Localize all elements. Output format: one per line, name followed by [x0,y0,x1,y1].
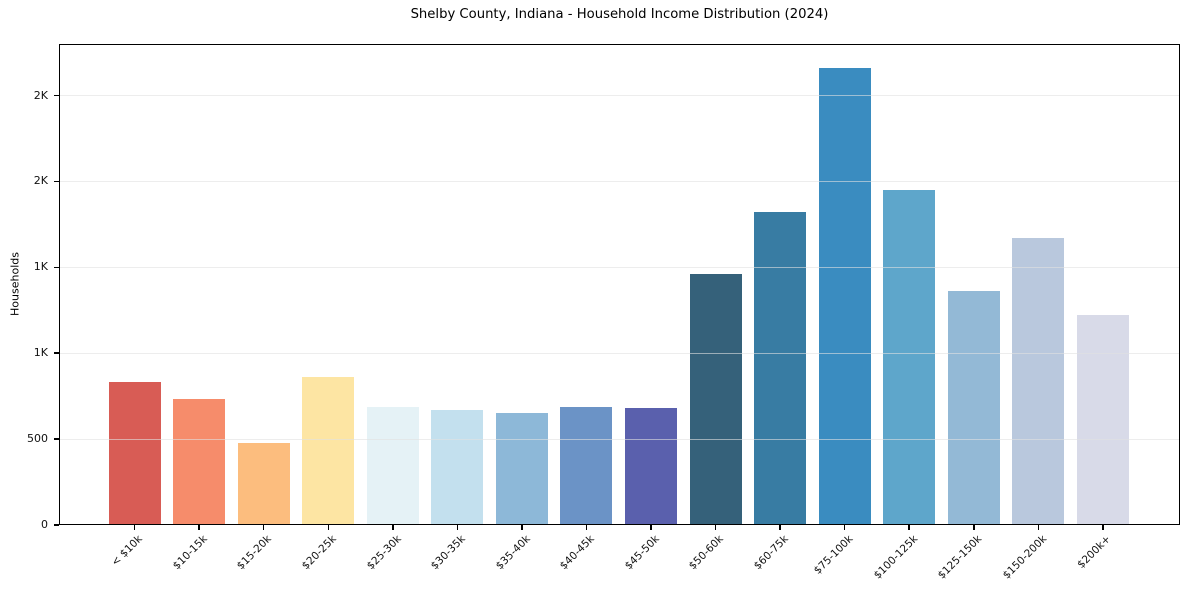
bar [947,291,1000,525]
y-tick-label: 1K [33,346,48,360]
y-tick-mark [54,266,59,269]
bar [689,274,742,525]
bar [625,408,677,525]
y-tick-mark [54,180,59,183]
bar [431,409,484,525]
gridline [60,180,1179,182]
bar [237,443,290,525]
y-tick-label: 1K [33,260,48,274]
x-tick-mark [1102,525,1104,530]
x-tick-mark [521,525,523,530]
gridline [60,352,1179,354]
x-tick-label: $25-30k [364,533,404,573]
x-tick-label: $150-200k [1000,533,1049,582]
y-tick-label: 2K [33,174,48,188]
y-tick-label: 500 [27,432,48,446]
gridline [60,95,1179,97]
x-tick-mark [650,525,652,530]
bar [1012,238,1065,525]
x-tick-label: < $10k [109,533,146,569]
x-tick-mark [714,525,717,530]
bar [883,190,936,525]
bar [560,407,613,525]
y-tick-mark [54,352,59,354]
y-tick-mark [54,438,59,440]
x-tick-mark [327,525,329,530]
x-tick-label: $75-100k [811,533,856,577]
x-tick-label: $100-125k [871,533,920,582]
x-tick-label: $15-20k [235,533,275,573]
x-tick-mark [908,525,910,530]
bar [366,407,419,525]
x-tick-mark [779,525,781,530]
x-tick-label: $35-40k [493,533,533,573]
x-tick-label: $30-35k [428,533,468,573]
gridline [60,266,1179,268]
y-tick-mark [54,524,59,526]
gridline [60,438,1179,440]
x-tick-label: $40-45k [557,533,597,573]
bar [818,68,871,525]
y-tick-label: 0 [41,518,48,531]
bar [302,377,355,525]
bar [108,382,161,525]
bar [754,212,807,525]
x-tick-mark [585,525,588,530]
chart-title: Shelby County, Indiana - Household Incom… [410,7,829,22]
x-tick-label: $50-60k [686,533,727,573]
y-tick-mark [54,94,59,97]
x-tick-mark [1037,525,1040,530]
x-tick-label: $20-25k [299,533,339,573]
x-tick-mark [262,525,265,530]
bar [1076,314,1129,525]
x-tick-mark [198,525,200,530]
x-tick-label: $45-50k [622,533,662,573]
x-tick-label: $60-75k [751,533,791,573]
bar [495,413,548,525]
x-tick-mark [392,525,394,530]
x-tick-mark [133,525,136,530]
x-tick-label: $10-15k [170,533,210,573]
x-tick-label: $125-150k [935,533,985,582]
x-tick-label: $200k+ [1075,533,1114,571]
y-tick-label: 2K [33,88,48,102]
x-tick-mark [973,525,975,530]
bar [173,398,226,525]
x-tick-mark [456,525,459,530]
x-tick-mark [843,525,846,530]
